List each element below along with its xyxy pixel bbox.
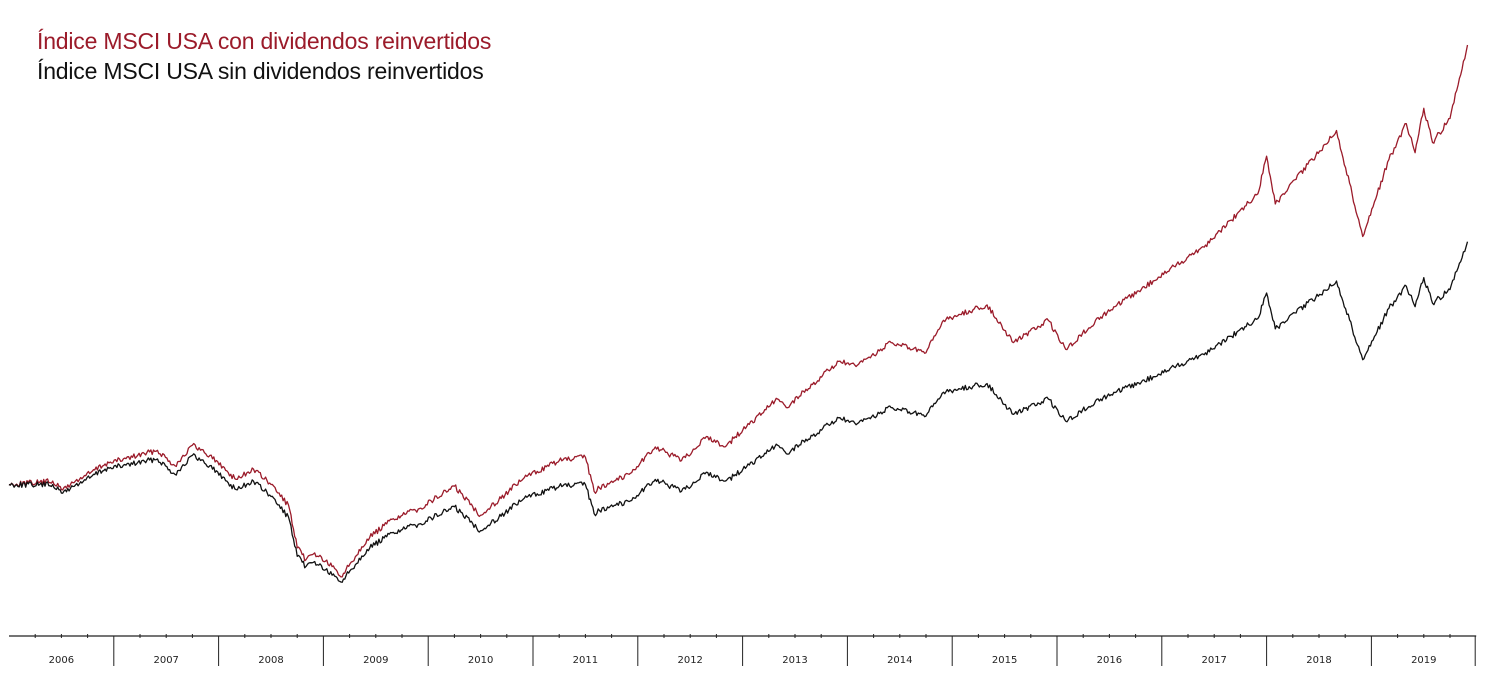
series-layer [8,44,1469,583]
legend-item-without-dividends: Índice MSCI USA sin dividendos reinverti… [37,58,484,84]
x-axis-tick-label: 2007 [153,655,178,666]
x-axis-tick-label: 2018 [1306,655,1331,666]
chart-legend: Índice MSCI USA con dividendos reinverti… [37,26,491,86]
series-line-without-dividends [8,241,1469,583]
x-axis-tick-label: 2009 [363,655,388,666]
x-axis-tick-label: 2013 [782,655,807,666]
legend-item-with-dividends: Índice MSCI USA con dividendos reinverti… [37,28,492,54]
x-axis-tick-label: 2017 [1201,655,1226,666]
x-axis: 2006 2007 2008 2009 2010 2011 2012 2013 2014 2015… [9,634,1477,666]
x-axis-tick-label: 2019 [1411,655,1436,666]
x-axis-tick-label: 2016 [1097,655,1122,666]
x-axis-tick-label: 2012 [677,655,702,666]
x-axis-tick-label: 2008 [258,655,283,666]
x-axis-tick-label: 2015 [992,655,1017,666]
x-axis-tick-label: 2011 [573,655,598,666]
x-axis-tick-label: 2006 [49,655,74,666]
series-line-with-dividends [8,44,1469,578]
x-axis-tick-label: 2014 [887,655,912,666]
x-axis-tick-label: 2010 [468,655,493,666]
